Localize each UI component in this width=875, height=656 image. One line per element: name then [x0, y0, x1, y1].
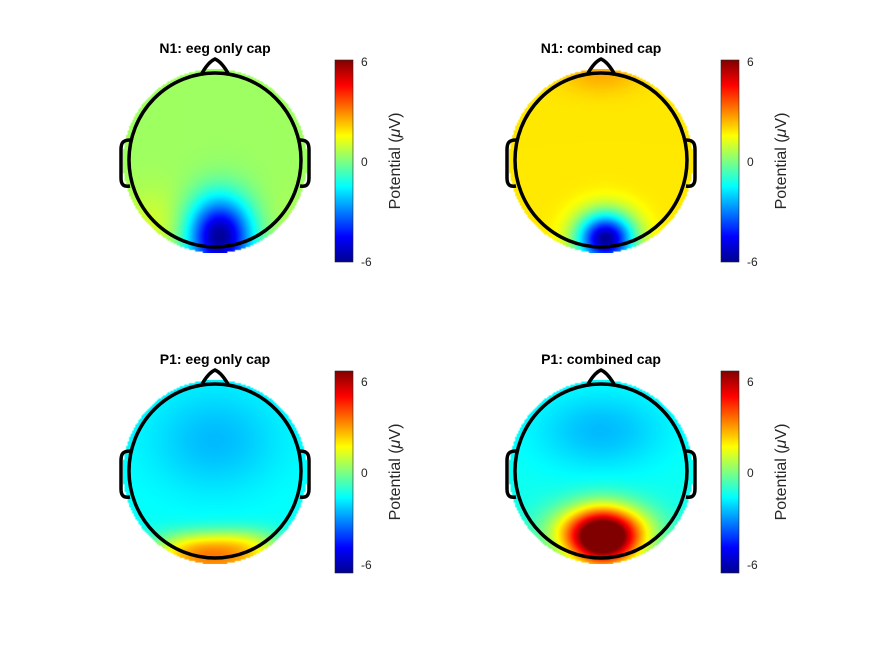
head-map: [509, 67, 693, 255]
head-outline: [119, 57, 311, 249]
colorbar-tick-label: -6: [747, 558, 758, 572]
colorbar-tick-label: 0: [361, 466, 368, 480]
right-ear-outline: [685, 138, 697, 188]
head-circle: [127, 382, 303, 560]
colorbar-gradient: [720, 59, 740, 263]
potential-heatmap: [509, 67, 693, 255]
head-map: [123, 67, 307, 255]
left-ear-outline: [119, 138, 131, 188]
potential-heatmap: [123, 67, 307, 255]
colorbar-gradient: [720, 370, 740, 574]
nose-outline: [585, 368, 617, 387]
head-outline: [505, 57, 697, 249]
colorbar-tick-label: 0: [747, 466, 754, 480]
right-ear-outline: [299, 449, 311, 499]
colorbar-tick-label: -6: [747, 255, 758, 269]
head-circle: [127, 71, 303, 249]
panel-p1-eeg-only: P1: eeg only cap 6 0 -6 Potential (μV): [119, 351, 404, 574]
colorbar-tick-label: -6: [361, 558, 372, 572]
colorbar-tick-label: 0: [361, 155, 368, 169]
panel-title: N1: eeg only cap: [159, 40, 270, 56]
colorbar-label: Potential (μV): [387, 113, 404, 210]
potential-heatmap: [123, 378, 307, 566]
potential-heatmap: [509, 378, 693, 566]
head-circle: [513, 382, 689, 560]
panel-n1-combined: N1: combined cap 6 0 -6 Potential (μV): [505, 40, 790, 269]
colorbar-gradient: [334, 59, 354, 263]
panel-title: P1: eeg only cap: [160, 351, 270, 367]
left-ear-outline: [505, 138, 517, 188]
colorbar-tick-label: 0: [747, 155, 754, 169]
colorbar-tick-label: 6: [747, 375, 754, 389]
left-ear-outline: [119, 449, 131, 499]
colorbar-tick-label: 6: [361, 375, 368, 389]
colorbar: 6 0 -6 Potential (μV): [720, 370, 790, 574]
panel-n1-eeg-only: N1: eeg only cap 6 0 -6 Potential (μV): [119, 40, 404, 269]
right-ear-outline: [299, 138, 311, 188]
panel-title: P1: combined cap: [541, 351, 661, 367]
head-circle: [513, 71, 689, 249]
right-ear-outline: [685, 449, 697, 499]
panel-p1-combined: P1: combined cap 6 0 -6 Potential (μV): [505, 351, 790, 574]
colorbar-gradient: [334, 370, 354, 574]
colorbar: 6 0 -6 Potential (μV): [334, 370, 404, 574]
left-ear-outline: [505, 449, 517, 499]
head-map: [123, 378, 307, 566]
head-outline: [505, 368, 697, 560]
colorbar-tick-label: 6: [361, 55, 368, 69]
colorbar-tick-label: -6: [361, 255, 372, 269]
panel-title: N1: combined cap: [541, 40, 662, 56]
colorbar-label: Potential (μV): [387, 424, 404, 521]
colorbar-tick-label: 6: [747, 55, 754, 69]
nose-outline: [585, 57, 617, 76]
head-map: [509, 378, 693, 566]
colorbar: 6 0 -6 Potential (μV): [334, 55, 404, 269]
nose-outline: [199, 368, 231, 387]
colorbar: 6 0 -6 Potential (μV): [720, 55, 790, 269]
colorbar-label: Potential (μV): [773, 113, 790, 210]
nose-outline: [199, 57, 231, 76]
colorbar-label: Potential (μV): [773, 424, 790, 521]
head-outline: [119, 368, 311, 560]
